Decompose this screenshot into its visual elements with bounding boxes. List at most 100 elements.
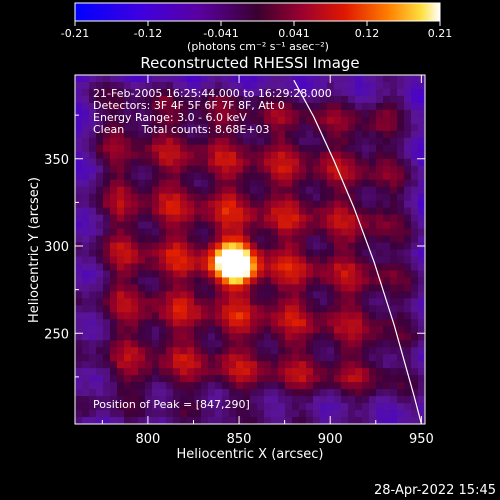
- heatmap-cell: [362, 228, 370, 236]
- heatmap-cell: [250, 214, 258, 222]
- heatmap-cell: [243, 403, 251, 411]
- heatmap-cell: [327, 158, 335, 167]
- heatmap-cell: [103, 410, 111, 418]
- heatmap-cell: [348, 347, 356, 355]
- heatmap-cell: [306, 368, 314, 376]
- heatmap-cell: [418, 207, 425, 215]
- heatmap-cell: [82, 228, 90, 236]
- heatmap-cell: [390, 256, 398, 264]
- heatmap-cell: [411, 347, 419, 355]
- heatmap-cell: [369, 200, 377, 209]
- colorbar-tick-label: 0.21: [428, 27, 453, 40]
- heatmap-cell: [334, 137, 342, 146]
- heatmap-cell: [292, 347, 300, 355]
- heatmap-cell: [390, 235, 398, 243]
- heatmap-cell: [110, 396, 118, 404]
- heatmap-cell: [194, 249, 202, 257]
- heatmap-cell: [166, 298, 174, 306]
- heatmap-cell: [264, 396, 272, 404]
- heatmap-cell: [334, 109, 342, 118]
- heatmap-cell: [208, 186, 216, 195]
- heatmap-cell: [411, 291, 419, 299]
- heatmap-cell: [124, 207, 132, 215]
- heatmap-cell: [292, 137, 300, 146]
- heatmap-cell: [222, 263, 230, 271]
- heatmap-cell: [285, 158, 293, 167]
- heatmap-cell: [320, 305, 328, 313]
- heatmap-cell: [222, 235, 230, 243]
- heatmap-cell: [243, 144, 251, 153]
- heatmap-cell: [215, 144, 223, 153]
- heatmap-cell: [159, 95, 167, 104]
- heatmap-cell: [404, 340, 412, 348]
- heatmap-cell: [131, 326, 139, 334]
- heatmap-cell: [124, 270, 132, 278]
- heatmap-cell: [355, 382, 363, 390]
- heatmap-cell: [376, 123, 384, 132]
- heatmap-cell: [369, 144, 377, 153]
- heatmap-cell: [124, 284, 132, 292]
- heatmap-cell: [173, 305, 181, 313]
- heatmap-cell: [201, 130, 209, 139]
- heatmap-cell: [138, 375, 146, 383]
- heatmap-cell: [376, 382, 384, 390]
- heatmap-cell: [159, 389, 167, 397]
- heatmap-cell: [306, 319, 314, 327]
- heatmap-cell: [236, 228, 244, 236]
- heatmap-cell: [117, 312, 125, 320]
- heatmap-cell: [376, 361, 384, 369]
- heatmap-cell: [173, 403, 181, 411]
- heatmap-cell: [390, 389, 398, 397]
- heatmap-cell: [243, 312, 251, 320]
- heatmap-cell: [355, 340, 363, 348]
- heatmap-cell: [222, 389, 230, 397]
- heatmap-cell: [264, 75, 272, 83]
- heatmap-cell: [110, 221, 118, 229]
- heatmap-cell: [173, 179, 181, 188]
- heatmap-cell: [208, 235, 216, 243]
- heatmap-cell: [411, 88, 419, 97]
- heatmap-cell: [313, 410, 321, 418]
- heatmap-cell: [166, 417, 174, 424]
- heatmap-cell: [306, 256, 314, 264]
- heatmap-cell: [320, 361, 328, 369]
- heatmap-cell: [243, 109, 251, 118]
- heatmap-cell: [334, 102, 342, 111]
- colorbar-tick-label: -0.041: [203, 27, 238, 40]
- heatmap-cell: [299, 347, 307, 355]
- heatmap-cell: [250, 144, 258, 153]
- heatmap-cell: [124, 249, 132, 257]
- heatmap-cell: [271, 263, 279, 271]
- heatmap-cell: [355, 137, 363, 146]
- heatmap-cell: [166, 116, 174, 125]
- heatmap-cell: [320, 88, 328, 97]
- heatmap-cell: [187, 186, 195, 195]
- heatmap-cell: [320, 347, 328, 355]
- heatmap-cell: [341, 340, 349, 348]
- heatmap-cell: [376, 389, 384, 397]
- heatmap-cell: [159, 130, 167, 139]
- heatmap-cell: [180, 291, 188, 299]
- heatmap-cell: [250, 123, 258, 132]
- heatmap-cell: [187, 249, 195, 257]
- heatmap-cell: [82, 340, 90, 348]
- x-tick-label: 800: [136, 432, 161, 447]
- heatmap-cell: [334, 81, 342, 90]
- heatmap-cell: [418, 319, 425, 327]
- heatmap-cell: [208, 207, 216, 215]
- heatmap-cell: [250, 109, 258, 118]
- heatmap-cell: [404, 410, 412, 418]
- heatmap-cell: [369, 186, 377, 195]
- heatmap-cell: [159, 410, 167, 418]
- heatmap-cell: [194, 200, 202, 209]
- heatmap-cell: [257, 193, 265, 202]
- heatmap-cell: [145, 312, 153, 320]
- heatmap-cell: [306, 382, 314, 390]
- heatmap-cell: [159, 333, 167, 341]
- heatmap-cell: [229, 158, 237, 167]
- heatmap-cell: [411, 417, 419, 424]
- heatmap-cell: [278, 235, 286, 243]
- heatmap-cell: [222, 116, 230, 125]
- heatmap-cell: [383, 102, 391, 111]
- heatmap-cell: [362, 263, 370, 271]
